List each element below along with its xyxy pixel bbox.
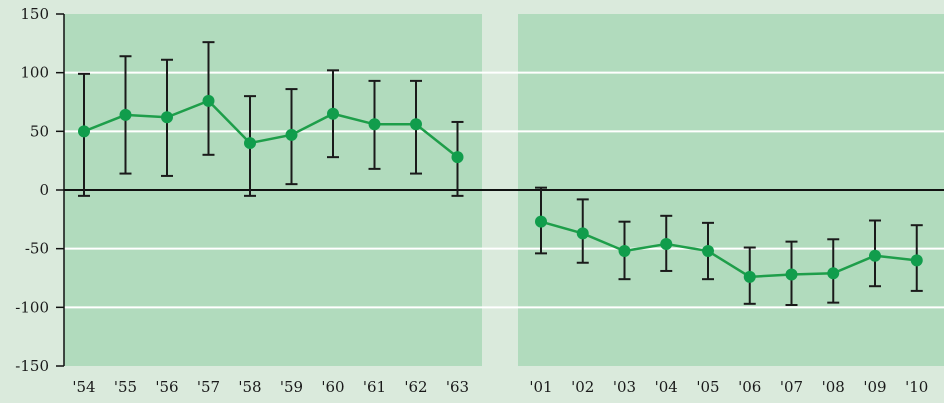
series-line-2 <box>540 220 917 279</box>
x-tick-label: '10 <box>905 378 928 396</box>
x-tick-label: '62 <box>404 378 427 396</box>
data-point <box>119 108 132 121</box>
data-point <box>660 237 673 250</box>
data-point <box>576 227 589 240</box>
x-tick-label: '07 <box>780 378 803 396</box>
x-tick-label: '01 <box>529 378 552 396</box>
data-point <box>78 125 90 138</box>
data-point <box>785 268 798 281</box>
x-tick-label: '63 <box>446 378 469 396</box>
x-tick-label: '60 <box>321 378 344 396</box>
y-tick-label: 100 <box>20 64 49 82</box>
gridlines <box>64 71 944 309</box>
x-tick-label: '55 <box>114 378 137 396</box>
data-point <box>285 128 298 141</box>
y-tick-label: -100 <box>15 298 49 316</box>
data-point <box>368 118 381 131</box>
data-point <box>161 111 173 124</box>
data-marks <box>78 41 923 306</box>
data-point <box>202 94 215 107</box>
data-point <box>410 118 422 131</box>
x-tick-label: '02 <box>571 378 594 396</box>
data-point <box>451 151 464 164</box>
axes <box>56 13 944 367</box>
data-point <box>827 267 840 280</box>
x-tick-label: '04 <box>655 378 678 396</box>
x-tick-label: '56 <box>155 378 178 396</box>
x-tick-label: '57 <box>197 378 220 396</box>
y-tick-label: 50 <box>30 122 49 140</box>
y-tick-label: 0 <box>39 181 49 199</box>
data-point <box>702 245 714 258</box>
y-tick-label: 150 <box>20 5 49 23</box>
x-tick-label: '09 <box>863 378 886 396</box>
x-tick-label: '58 <box>238 378 261 396</box>
tick-labels: 150 100 50 0 -50 -100 -150 '54 '55 '56 '57 '58 '59 '6… <box>15 5 928 396</box>
data-point <box>618 245 631 258</box>
x-tick-label: '54 <box>72 378 95 396</box>
data-point <box>743 270 756 283</box>
data-point <box>869 249 881 262</box>
data-point <box>535 215 547 228</box>
x-tick-label: '03 <box>613 378 636 396</box>
x-tick-label: '59 <box>280 378 303 396</box>
y-tick-label: -50 <box>25 240 49 258</box>
data-point <box>327 107 339 120</box>
x-tick-label: '08 <box>822 378 845 396</box>
data-point <box>244 137 256 150</box>
x-tick-label: '05 <box>696 378 719 396</box>
y-tick-label: -150 <box>15 357 49 375</box>
x-tick-label: '61 <box>363 378 386 396</box>
x-tick-label: '06 <box>738 378 761 396</box>
series-line-1 <box>83 99 459 159</box>
data-point <box>910 254 923 267</box>
